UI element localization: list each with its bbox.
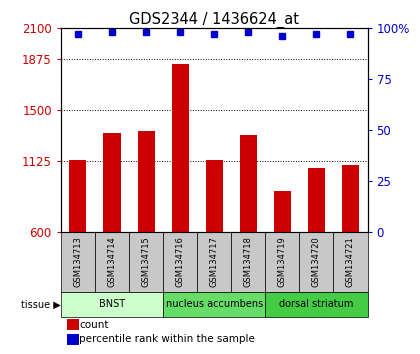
Bar: [138, 131, 155, 232]
Text: count: count: [79, 320, 109, 330]
Text: GSM134721: GSM134721: [346, 236, 355, 287]
Bar: [308, 168, 325, 232]
Bar: [95, 232, 129, 292]
Bar: [61, 292, 163, 317]
Bar: [333, 232, 368, 292]
Bar: [69, 160, 87, 232]
Text: GSM134715: GSM134715: [142, 236, 150, 287]
Bar: [265, 232, 299, 292]
Text: BNST: BNST: [99, 299, 125, 309]
Bar: [342, 165, 359, 232]
Text: GSM134714: GSM134714: [108, 236, 116, 287]
Bar: [240, 135, 257, 232]
Bar: [61, 232, 95, 292]
Text: percentile rank within the sample: percentile rank within the sample: [79, 335, 255, 344]
Bar: [67, 334, 79, 344]
Bar: [231, 232, 265, 292]
Bar: [67, 319, 79, 330]
Bar: [163, 292, 265, 317]
Bar: [197, 232, 231, 292]
Title: GDS2344 / 1436624_at: GDS2344 / 1436624_at: [129, 12, 299, 28]
Text: GSM134719: GSM134719: [278, 236, 287, 287]
Bar: [129, 232, 163, 292]
Bar: [206, 160, 223, 232]
Bar: [299, 232, 333, 292]
Bar: [274, 192, 291, 232]
Text: nucleus accumbens: nucleus accumbens: [165, 299, 263, 309]
Text: GSM134720: GSM134720: [312, 236, 321, 287]
Text: tissue ▶: tissue ▶: [21, 299, 61, 309]
Bar: [172, 64, 189, 232]
Bar: [103, 133, 121, 232]
Bar: [163, 232, 197, 292]
Text: GSM134718: GSM134718: [244, 236, 253, 287]
Text: GSM134717: GSM134717: [210, 236, 219, 287]
Text: GSM134713: GSM134713: [74, 236, 82, 287]
Text: dorsal striatum: dorsal striatum: [279, 299, 354, 309]
Bar: [265, 292, 368, 317]
Text: GSM134716: GSM134716: [176, 236, 185, 287]
